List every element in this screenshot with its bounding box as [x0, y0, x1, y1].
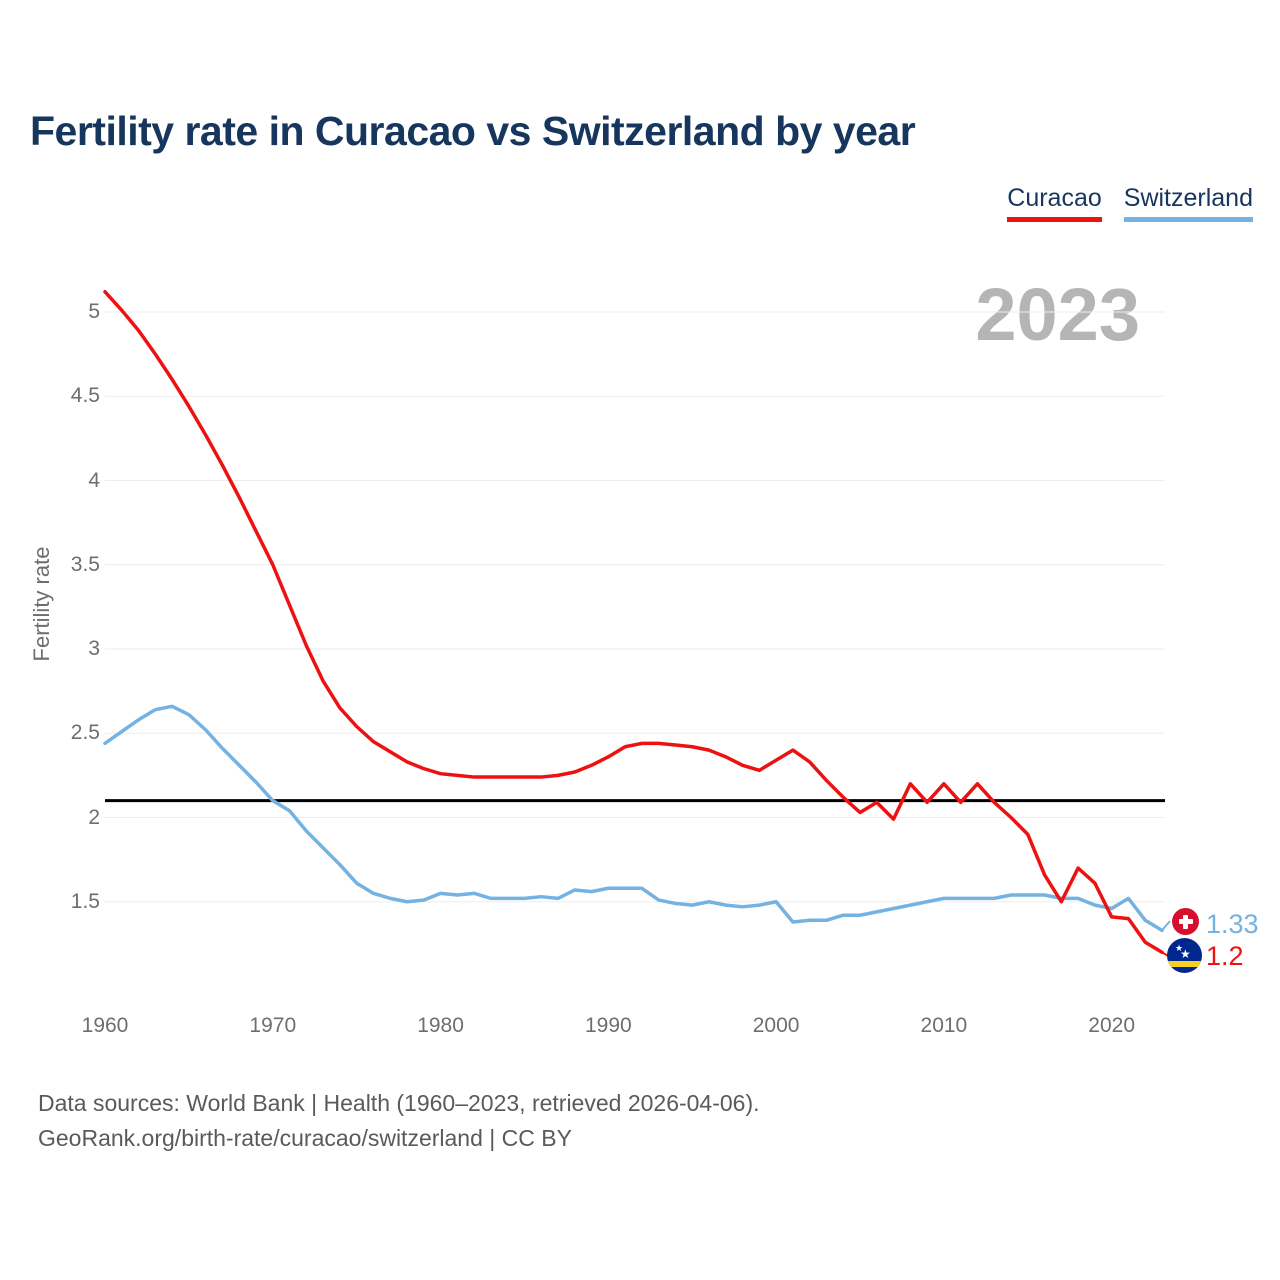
svg-text:★: ★	[1175, 943, 1183, 953]
y-tick-label: 3	[88, 637, 100, 660]
switzerland-line[interactable]	[103, 704, 1164, 933]
footer-attribution: GeoRank.org/birth-rate/curacao/switzerla…	[38, 1125, 572, 1151]
y-tick-label: 2	[88, 805, 100, 829]
legend: Curacao Switzerland	[1007, 184, 1253, 222]
x-tick-label: 1970	[249, 1014, 297, 1037]
x-tick-label: 2020	[1088, 1014, 1136, 1037]
x-tick-label: 2010	[920, 1014, 968, 1037]
curacao-flag-icon: ★ ★	[1167, 938, 1202, 973]
fertility-line-chart[interactable]	[0, 0, 1280, 1080]
y-tick-label: 2.5	[70, 721, 100, 745]
curacao-end-value: 1.2	[1206, 941, 1244, 971]
y-tick-label: 4.5	[70, 384, 100, 408]
hover-year-watermark: 2023	[975, 273, 1140, 356]
y-tick-label: 1.5	[70, 889, 100, 913]
switzerland-end-value: 1.33	[1206, 909, 1259, 939]
y-tick-label: 4	[88, 468, 100, 492]
y-tick-label: 5	[88, 300, 100, 323]
footer-data-sources: Data sources: World Bank | Health (1960–…	[38, 1090, 760, 1116]
x-tick-label: 1980	[417, 1014, 464, 1037]
x-tick-label: 1960	[81, 1014, 129, 1037]
legend-item-curacao[interactable]: Curacao	[1007, 184, 1102, 222]
switzerland-end-connector	[1161, 920, 1171, 932]
footer: Data sources: World Bank | Health (1960–…	[38, 1086, 760, 1156]
curacao-line[interactable]	[103, 290, 1164, 955]
legend-item-switzerland[interactable]: Switzerland	[1123, 184, 1253, 222]
y-tick-label: 3.5	[70, 552, 100, 576]
x-tick-label: 1990	[584, 1014, 632, 1037]
switzerland-flag-icon	[1172, 908, 1199, 935]
x-tick-label: 2000	[752, 1014, 800, 1037]
page-title: Fertility rate in Curacao vs Switzerland…	[30, 108, 916, 154]
svg-text:★: ★	[1180, 947, 1191, 961]
